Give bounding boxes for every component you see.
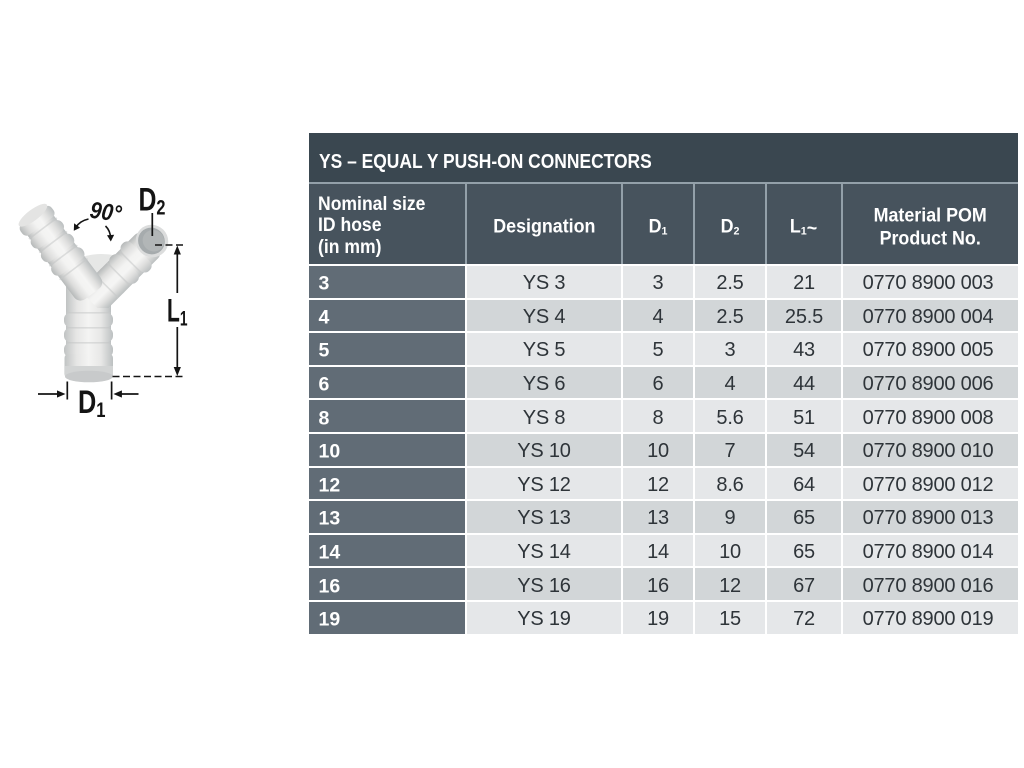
svg-text:L1: L1 — [167, 293, 188, 331]
svg-text:D1: D1 — [78, 384, 106, 422]
svg-text:90°: 90° — [88, 197, 123, 227]
